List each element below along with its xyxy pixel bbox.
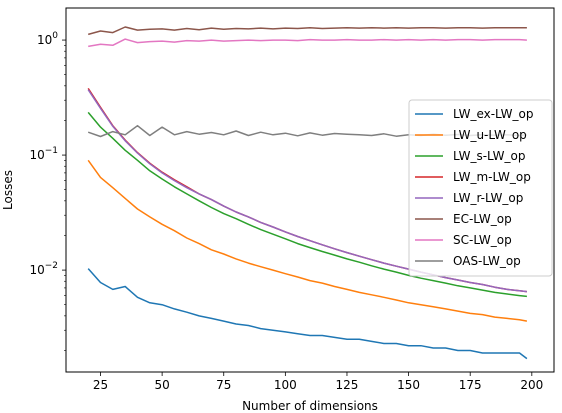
series-line-0 xyxy=(87,268,528,360)
y-tick-label: 10−1 xyxy=(29,146,58,162)
y-tick-exponent: −2 xyxy=(45,261,58,271)
series-line-5 xyxy=(88,26,527,36)
x-tick-label: 100 xyxy=(274,378,297,392)
legend-box xyxy=(408,99,553,277)
legend-label-2: LW_s-LW_op xyxy=(453,149,525,163)
y-tick-exponent: 0 xyxy=(52,31,58,41)
x-tick-label: 200 xyxy=(520,378,543,392)
series-line-6 xyxy=(88,38,527,48)
y-tick-label: 100 xyxy=(37,31,58,47)
legend: LW_ex-LW_op LW_u-LW_op LW_s-LW_op LW_m-LW_o… xyxy=(408,99,553,277)
x-axis: 25 50 75 100 125 150 175 200 xyxy=(93,372,543,392)
y-tick-label: 10−2 xyxy=(29,261,58,277)
x-tick-label: 50 xyxy=(154,378,169,392)
y-tick-exponent: −1 xyxy=(45,146,58,156)
x-tick-label: 125 xyxy=(336,378,359,392)
series-layer xyxy=(87,26,528,360)
axes-frame xyxy=(65,7,555,373)
x-tick-label: 75 xyxy=(216,378,231,392)
legend-label-6: SC-LW_op xyxy=(453,233,512,247)
plot-area xyxy=(65,7,555,373)
x-tick-label: 25 xyxy=(93,378,108,392)
legend-label-3: LW_m-LW_op xyxy=(453,170,531,184)
legend-label-7: OAS-LW_op xyxy=(453,254,521,268)
legend-label-0: LW_ex-LW_op xyxy=(453,107,533,121)
y-tick-base: 10 xyxy=(29,148,44,162)
y-axis-label: Losses xyxy=(1,170,15,210)
legend-label-5: EC-LW_op xyxy=(453,212,512,226)
x-axis-label: Number of dimensions xyxy=(242,399,378,413)
x-tick-label: 150 xyxy=(397,378,420,392)
legend-label-1: LW_u-LW_op xyxy=(453,128,527,142)
y-tick-base: 10 xyxy=(29,263,44,277)
series-line-1 xyxy=(87,159,528,322)
legend-label-4: LW_r-LW_op xyxy=(453,191,523,205)
x-tick-label: 175 xyxy=(459,378,482,392)
series-line-2 xyxy=(87,111,527,298)
series-line-4 xyxy=(87,89,527,293)
y-tick-base: 10 xyxy=(37,33,52,47)
